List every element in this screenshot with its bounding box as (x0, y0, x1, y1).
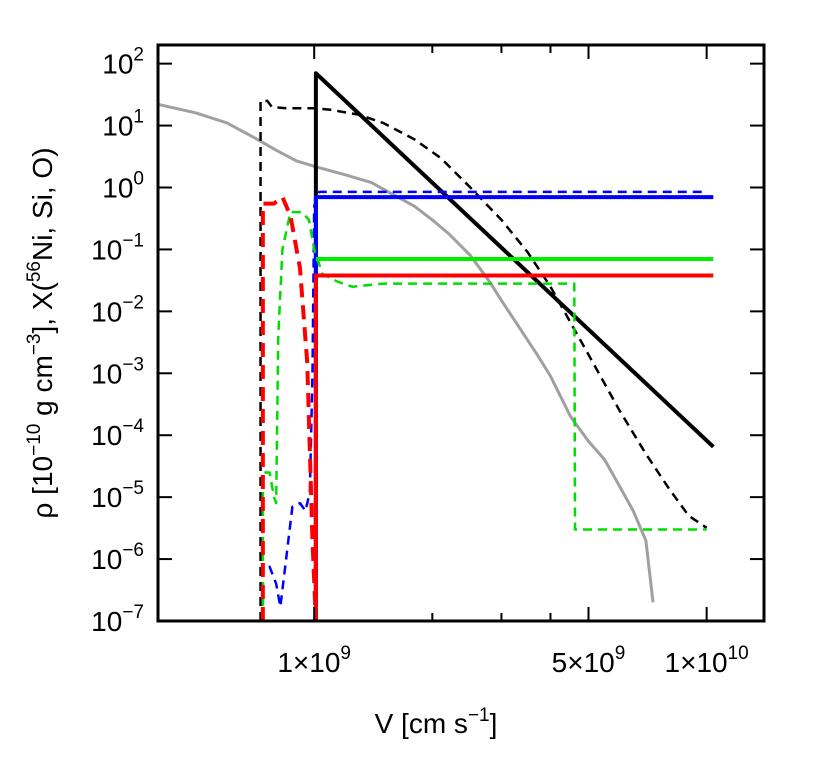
series-line-3 (313, 71, 715, 621)
x-tick-label: 1×1010 (665, 643, 749, 678)
series-line-9 (313, 273, 714, 621)
series-line-2 (259, 99, 708, 621)
y-tick-label: 10−3 (91, 354, 144, 389)
y-tick-label: 10−6 (91, 540, 144, 575)
x-axis-title: V [cm s−1] (375, 705, 498, 739)
series-line-6 (261, 210, 707, 621)
series-line-4 (261, 190, 707, 621)
x-tick-label: 5×109 (552, 643, 626, 678)
y-tick-label: 10−5 (91, 478, 144, 513)
x-tick-label: 1×109 (277, 643, 351, 678)
plot-frame (156, 43, 766, 623)
y-tick-label: 102 (102, 45, 144, 80)
axis-ticks: 102 101 100 10−1 10−2 10−3 10−4 10−5 10−6 10−7 1×1… (91, 45, 764, 678)
series-line-1 (158, 102, 655, 603)
y-tick-label: 10−7 (91, 602, 144, 637)
series-line-8 (260, 195, 318, 621)
y-tick-label: 10−1 (91, 230, 144, 265)
y-tick-label: 100 (102, 168, 144, 203)
y-tick-label: 10−2 (91, 292, 144, 327)
y-tick-label: 101 (102, 107, 144, 142)
y-tick-label: 10−4 (91, 416, 144, 451)
y-axis-title: ρ [10−10 g cm−3], X(56Ni, Si, O) (24, 147, 58, 518)
plot-area (158, 71, 715, 621)
